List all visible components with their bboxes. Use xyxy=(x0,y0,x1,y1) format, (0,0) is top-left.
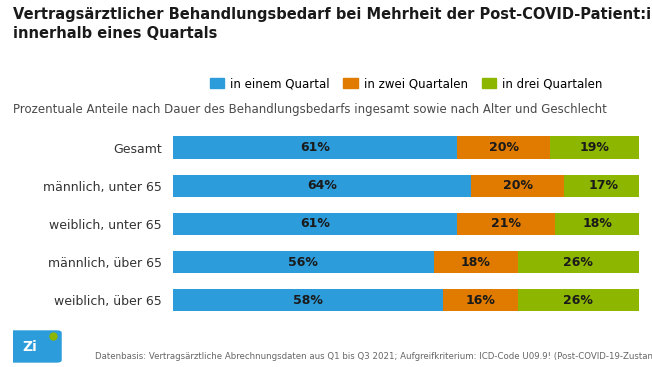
Text: 56%: 56% xyxy=(288,255,318,269)
Text: 20%: 20% xyxy=(503,179,533,192)
Bar xyxy=(434,251,518,273)
Legend: in einem Quartal, in zwei Quartalen, in drei Quartalen: in einem Quartal, in zwei Quartalen, in … xyxy=(209,77,602,90)
Bar xyxy=(518,289,639,311)
Text: 21%: 21% xyxy=(491,217,521,230)
Bar xyxy=(471,175,565,197)
Bar xyxy=(457,137,550,159)
Bar xyxy=(518,251,639,273)
Bar xyxy=(457,213,555,235)
Text: Datenbasis: Vertragsärztliche Abrechnungsdaten aus Q1 bis Q3 2021; Aufgreifkrite: Datenbasis: Vertragsärztliche Abrechnung… xyxy=(95,352,652,361)
FancyBboxPatch shape xyxy=(8,330,62,363)
Bar xyxy=(173,213,457,235)
Bar xyxy=(173,175,471,197)
Bar xyxy=(173,251,434,273)
Bar xyxy=(173,289,443,311)
Text: Zi: Zi xyxy=(22,340,37,354)
Text: 26%: 26% xyxy=(563,294,593,307)
Text: 18%: 18% xyxy=(582,217,612,230)
Bar xyxy=(443,289,518,311)
Text: 58%: 58% xyxy=(293,294,323,307)
Text: 26%: 26% xyxy=(563,255,593,269)
Text: Vertragsärztlicher Behandlungsbedarf bei Mehrheit der Post-COVID-Patient:innen
i: Vertragsärztlicher Behandlungsbedarf bei… xyxy=(13,7,652,41)
Bar xyxy=(565,175,644,197)
Text: 19%: 19% xyxy=(580,141,610,154)
Text: 64%: 64% xyxy=(307,179,337,192)
Bar xyxy=(550,137,639,159)
Text: 61%: 61% xyxy=(300,217,330,230)
Text: 18%: 18% xyxy=(461,255,491,269)
Bar xyxy=(555,213,639,235)
Bar xyxy=(173,137,457,159)
Text: 20%: 20% xyxy=(489,141,519,154)
Text: 61%: 61% xyxy=(300,141,330,154)
Text: 17%: 17% xyxy=(589,179,619,192)
Text: Prozentuale Anteile nach Dauer des Behandlungsbedarfs ingesamt sowie nach Alter : Prozentuale Anteile nach Dauer des Behan… xyxy=(13,103,607,116)
Text: 16%: 16% xyxy=(466,294,496,307)
